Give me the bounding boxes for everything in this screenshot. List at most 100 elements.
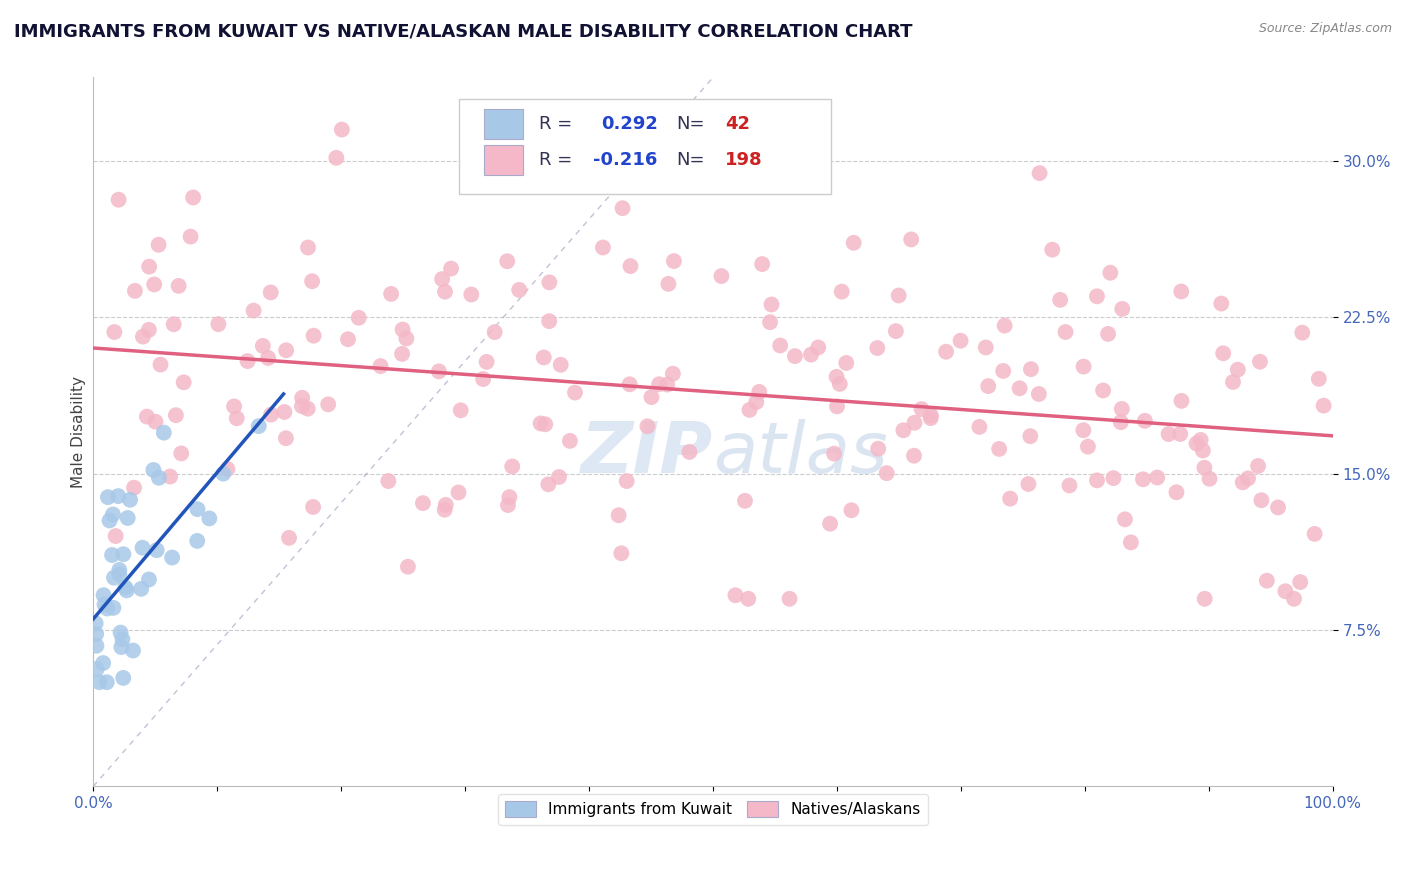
Point (1059, 478, 1081, 492)
Point (212, 467, 235, 481)
Point (783, 349, 806, 363)
Point (1170, 393, 1192, 408)
Point (498, 490, 520, 504)
Point (1119, 535, 1142, 549)
Point (84, 616, 107, 631)
Point (751, 257, 773, 271)
Point (1212, 346, 1234, 360)
Point (610, 546, 633, 560)
Point (433, 502, 456, 516)
Point (662, 254, 685, 268)
Point (876, 466, 898, 480)
Point (207, 317, 229, 331)
Point (1211, 296, 1233, 310)
Text: N=: N= (676, 115, 704, 133)
Point (1198, 472, 1220, 486)
Point (548, 470, 571, 484)
Point (111, 632, 134, 647)
Point (1019, 429, 1042, 443)
Point (165, 408, 187, 422)
Point (395, 331, 418, 345)
Point (330, 122, 353, 136)
Point (160, 550, 183, 565)
Point (122, 481, 145, 495)
Point (1194, 460, 1216, 475)
Point (433, 285, 456, 299)
Point (991, 364, 1014, 378)
Point (291, 399, 314, 413)
Point (93, 588, 115, 602)
Point (302, 500, 325, 514)
Point (825, 400, 848, 414)
FancyBboxPatch shape (484, 145, 523, 175)
Point (734, 493, 756, 508)
Point (724, 588, 747, 602)
Point (337, 332, 360, 346)
Point (607, 508, 630, 523)
Point (1102, 471, 1125, 485)
Point (533, 351, 555, 365)
Point (86, 639, 108, 653)
Point (181, 190, 204, 204)
Point (122, 643, 145, 657)
Point (107, 489, 129, 503)
Point (1312, 399, 1334, 413)
Text: R =: R = (540, 115, 572, 133)
Point (1099, 266, 1122, 280)
Point (759, 315, 782, 329)
Point (132, 329, 155, 343)
Point (534, 417, 557, 432)
Point (1017, 477, 1039, 491)
Text: ZIP: ZIP (581, 418, 713, 488)
Point (276, 343, 298, 358)
Point (1111, 401, 1133, 416)
Point (920, 409, 942, 423)
Point (273, 405, 295, 419)
Point (260, 408, 283, 422)
Point (347, 310, 370, 325)
Point (738, 403, 761, 417)
FancyBboxPatch shape (484, 110, 523, 139)
Point (1226, 362, 1249, 376)
Point (450, 403, 472, 417)
Point (910, 402, 932, 417)
Point (678, 445, 700, 459)
Point (900, 232, 922, 246)
Point (198, 511, 221, 525)
Point (1097, 326, 1119, 341)
Point (484, 325, 506, 339)
Point (225, 411, 247, 425)
Point (655, 377, 678, 392)
Point (93, 598, 115, 612)
Point (167, 278, 190, 293)
Point (592, 240, 614, 254)
Point (145, 415, 167, 429)
Point (108, 567, 131, 582)
Point (1168, 427, 1191, 442)
Point (828, 376, 851, 391)
Point (1054, 325, 1077, 339)
Point (138, 260, 160, 274)
Text: IMMIGRANTS FROM KUWAIT VS NATIVE/ALASKAN MALE DISABILITY CORRELATION CHART: IMMIGRANTS FROM KUWAIT VS NATIVE/ALASKAN… (14, 22, 912, 40)
Point (1008, 381, 1031, 395)
Point (135, 409, 157, 424)
Point (640, 390, 662, 404)
Point (98, 513, 121, 527)
Point (1073, 359, 1095, 374)
Point (969, 420, 991, 434)
Point (1114, 512, 1136, 526)
Text: atlas: atlas (713, 418, 887, 488)
Point (619, 259, 641, 273)
Point (380, 286, 402, 301)
Point (1189, 433, 1212, 447)
Point (112, 547, 135, 561)
Point (988, 442, 1011, 456)
Point (104, 529, 127, 543)
Point (761, 297, 783, 311)
Text: Source: ZipAtlas.com: Source: ZipAtlas.com (1258, 22, 1392, 36)
Point (884, 324, 907, 338)
Point (619, 377, 641, 392)
Point (242, 303, 264, 318)
Point (1049, 293, 1071, 307)
Point (96, 675, 118, 690)
